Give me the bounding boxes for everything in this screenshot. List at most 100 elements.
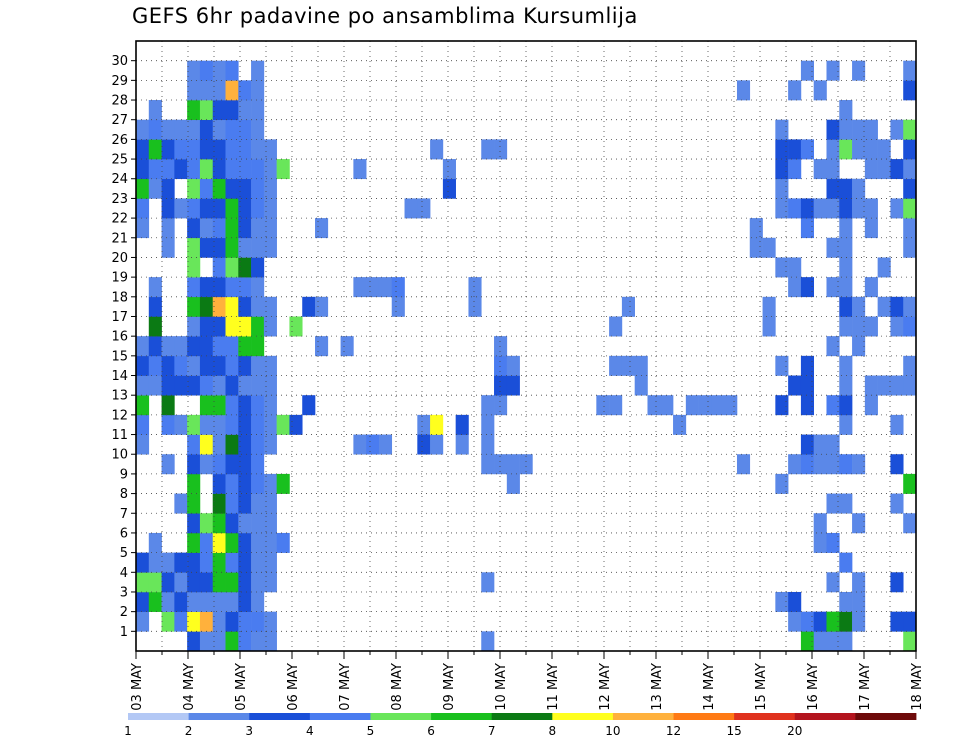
heatmap-cell: [225, 355, 239, 376]
y-tick-label: 16: [111, 330, 128, 345]
heatmap-cell: [775, 257, 789, 278]
heatmap-cell: [417, 414, 431, 435]
heatmap-cell: [903, 237, 917, 258]
x-tick-label: 14 MAY: [702, 663, 717, 711]
heatmap-cell: [289, 414, 303, 435]
heatmap-cell: [813, 434, 827, 455]
heatmap-cell: [225, 60, 239, 81]
heatmap-cell: [212, 375, 226, 396]
heatmap-cell: [506, 454, 520, 475]
heatmap-cell: [800, 218, 815, 239]
heatmap-cell: [174, 552, 188, 573]
heatmap-cell: [148, 552, 162, 573]
heatmap-cell: [890, 296, 904, 317]
heatmap-cell: [813, 513, 827, 534]
heatmap-cell: [187, 139, 201, 160]
heatmap-cell: [481, 395, 495, 416]
x-tick-label: 11 MAY: [546, 663, 561, 711]
heatmap-cell: [442, 178, 456, 199]
heatmap-cell: [148, 572, 162, 593]
heatmap-cell: [187, 296, 201, 317]
heatmap-cell: [340, 336, 354, 357]
y-tick-label: 7: [120, 507, 128, 522]
heatmap-cell: [263, 395, 277, 416]
heatmap-cell: [826, 572, 840, 593]
heatmap-cell: [212, 60, 226, 81]
heatmap-cell: [276, 532, 290, 553]
heatmap-cell: [136, 572, 150, 593]
heatmap-cell: [225, 611, 239, 632]
heatmap-cell: [238, 237, 252, 258]
x-tick-label: 13 MAY: [650, 663, 665, 711]
heatmap-cell: [519, 454, 533, 475]
heatmap-cell: [225, 552, 239, 573]
heatmap-cell: [225, 532, 239, 553]
heatmap-cell: [762, 296, 776, 317]
heatmap-cell: [187, 473, 201, 494]
heatmap-cell: [225, 119, 239, 140]
colorbar-swatch: [128, 713, 190, 720]
heatmap-cell: [852, 178, 866, 199]
heatmap-cell: [251, 159, 265, 180]
x-axis: 03 MAY 04 MAY 05 MAY 06 MAY 07 MAY 08 MAY 09 M…: [130, 651, 925, 711]
heatmap-cell: [366, 277, 380, 298]
heatmap-cell: [634, 375, 648, 396]
heatmap-cell: [174, 591, 188, 612]
heatmap-cell: [225, 513, 239, 534]
heatmap-cell: [736, 80, 751, 101]
heatmap-cell: [199, 454, 214, 475]
heatmap-cell: [187, 414, 201, 435]
heatmap-cell: [199, 178, 214, 199]
heatmap-cell: [852, 572, 866, 593]
heatmap-cell: [212, 414, 226, 435]
heatmap-cell: [238, 572, 252, 593]
heatmap-cell: [148, 316, 162, 337]
heatmap-cell: [826, 532, 840, 553]
heatmap-cell: [890, 119, 904, 140]
heatmap-cell: [852, 336, 866, 357]
heatmap-cell: [775, 139, 789, 160]
heatmap-cell: [378, 277, 393, 298]
heatmap-cell: [263, 532, 277, 553]
heatmap-cell: [839, 257, 853, 278]
heatmap-cell: [225, 316, 239, 337]
heatmap-cell: [788, 375, 802, 396]
heatmap-cell: [877, 296, 891, 317]
heatmap-cell: [647, 395, 661, 416]
heatmap-cell: [251, 355, 265, 376]
heatmap-cell: [174, 493, 188, 514]
heatmap-cell: [225, 473, 239, 494]
heatmap-cell: [788, 139, 802, 160]
heatmap-cell: [238, 336, 252, 357]
heatmap-cell: [225, 296, 239, 317]
y-axis: 1234567891011121314151617181920212223242…: [111, 54, 136, 640]
heatmap-cell: [212, 218, 226, 239]
heatmap-cell: [187, 218, 201, 239]
heatmap-cell: [251, 277, 265, 298]
heatmap-cell: [225, 198, 239, 219]
heatmap-cell: [238, 552, 252, 573]
heatmap-cell: [877, 159, 891, 180]
heatmap-cell: [890, 572, 904, 593]
heatmap-cell: [839, 591, 853, 612]
heatmap-cell: [199, 100, 214, 121]
heatmap-cell: [864, 218, 878, 239]
heatmap-cell: [199, 237, 214, 258]
heatmap-cell: [455, 414, 469, 435]
heatmap-cell: [174, 572, 188, 593]
heatmap-cell: [238, 434, 252, 455]
heatmap-cell: [263, 296, 277, 317]
heatmap-cell: [148, 100, 162, 121]
heatmap-cell: [826, 277, 840, 298]
colorbar-label: 7: [488, 724, 496, 738]
y-tick-label: 3: [120, 585, 128, 600]
heatmap-cell: [187, 119, 201, 140]
y-tick-label: 1: [120, 625, 128, 640]
colorbar-label: 2: [185, 724, 193, 738]
heatmap-cell: [251, 119, 265, 140]
heatmap-cell: [852, 611, 866, 632]
y-tick-label: 21: [111, 231, 128, 246]
colorbar-swatch: [188, 713, 250, 720]
heatmap-cell: [225, 434, 239, 455]
heatmap-cell: [903, 611, 917, 632]
